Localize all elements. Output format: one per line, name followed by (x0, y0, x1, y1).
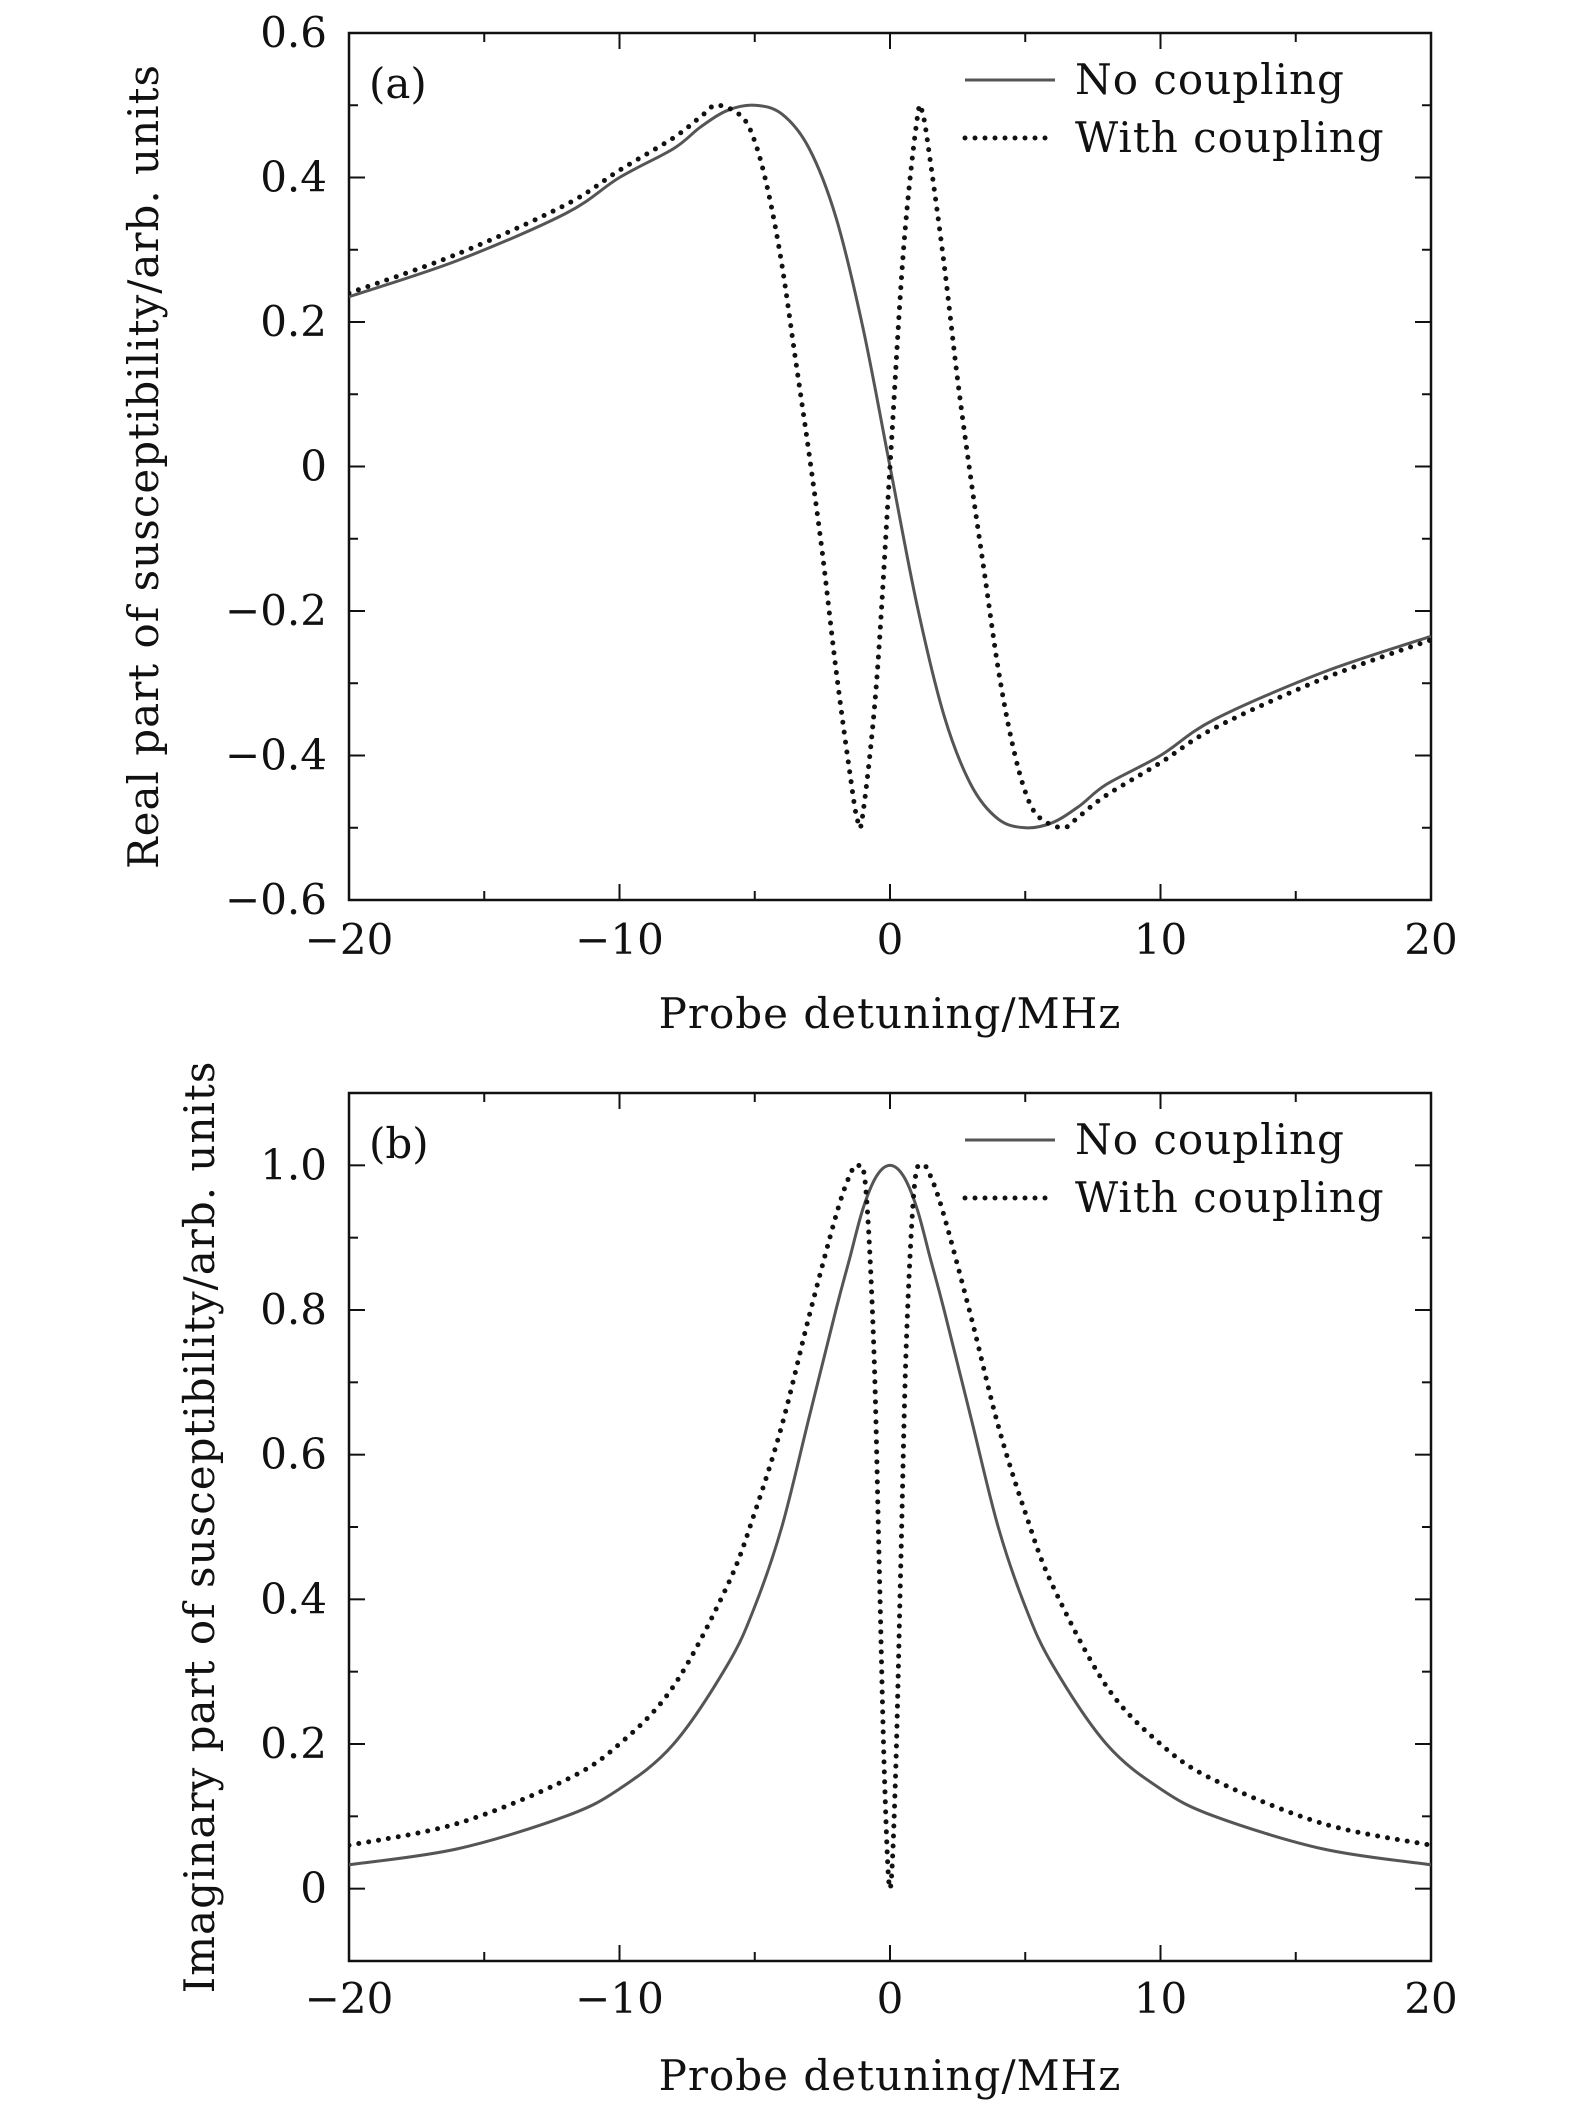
panel-a-x-tick-label: 0 (877, 915, 904, 964)
panel-b-x-tick-label: 20 (1404, 1974, 1457, 2023)
panel-a-x-tick-label: −20 (305, 915, 394, 964)
panel-a-series-with-coupling-line (349, 102, 1431, 831)
panel-a-y-tick-label: 0.4 (260, 153, 327, 202)
panel-b-y-tick-label: 0.4 (260, 1574, 327, 1623)
panel-b-y-tick-label: 1.0 (260, 1140, 327, 1189)
panel-b-series-no-coupling-line (349, 1163, 1431, 1867)
panel-a-legend-label-with-coupling: With coupling (1075, 113, 1385, 162)
panel-a-y-tick-label: 0 (300, 442, 327, 491)
panel-b-legend-label-no-coupling: No coupling (1075, 1115, 1345, 1164)
panel-b-x-tick-label: −20 (305, 1974, 394, 2023)
panel-b-plot-frame (347, 1091, 1433, 1963)
panel-b-y-tick-label: 0.8 (260, 1285, 327, 1334)
panel-b-y-tick-label: 0 (300, 1864, 327, 1913)
panel-a-x-tick-label: −10 (575, 915, 664, 964)
panel-b-x-tick-label: −10 (575, 1974, 664, 2023)
panel-b-series-with-coupling-line (349, 1162, 1431, 1892)
panel-b-x-axis-title: Probe detuning/MHz (659, 2051, 1122, 2100)
panel-a-legend-label-no-coupling: No coupling (1075, 55, 1345, 104)
panel-a-panel-label: (a) (369, 59, 427, 108)
panel-b-panel-label: (b) (369, 1119, 429, 1168)
panel-b-y-tick-label: 0.6 (260, 1430, 327, 1479)
panel-a-group: −20 −10 0 10 20 −0.6 −0.4 −0.2 0 0.2 0.4 0.6 Probe d… (119, 8, 1458, 1038)
panel-a-x-axis-title: Probe detuning/MHz (659, 989, 1122, 1038)
panel-a-y-tick-label: −0.6 (225, 875, 327, 924)
panel-b-group: −20 −10 0 10 20 0 0.2 0.4 0.6 0.8 1.0 Probe detunin… (175, 1061, 1458, 2100)
panel-a-y-tick-label: −0.4 (225, 731, 327, 780)
panel-b-legend-label-with-coupling: With coupling (1075, 1173, 1385, 1222)
panel-b-y-axis-title: Imaginary part of susceptibility/arb. un… (175, 1061, 224, 1994)
panel-a-x-tick-label: 20 (1404, 915, 1457, 964)
panel-a-x-tick-label: 10 (1134, 915, 1187, 964)
panel-b-y-tick-label: 0.2 (260, 1719, 327, 1768)
panel-a-y-tick-label: −0.2 (225, 586, 327, 635)
panel-b-x-tick-label: 10 (1134, 1974, 1187, 2023)
panel-a-y-tick-label: 0.2 (260, 297, 327, 346)
panel-a-y-axis-title: Real part of susceptibility/arb. units (119, 64, 168, 869)
panel-a-y-tick-label: 0.6 (260, 8, 327, 57)
panel-b-x-tick-label: 0 (877, 1974, 904, 2023)
